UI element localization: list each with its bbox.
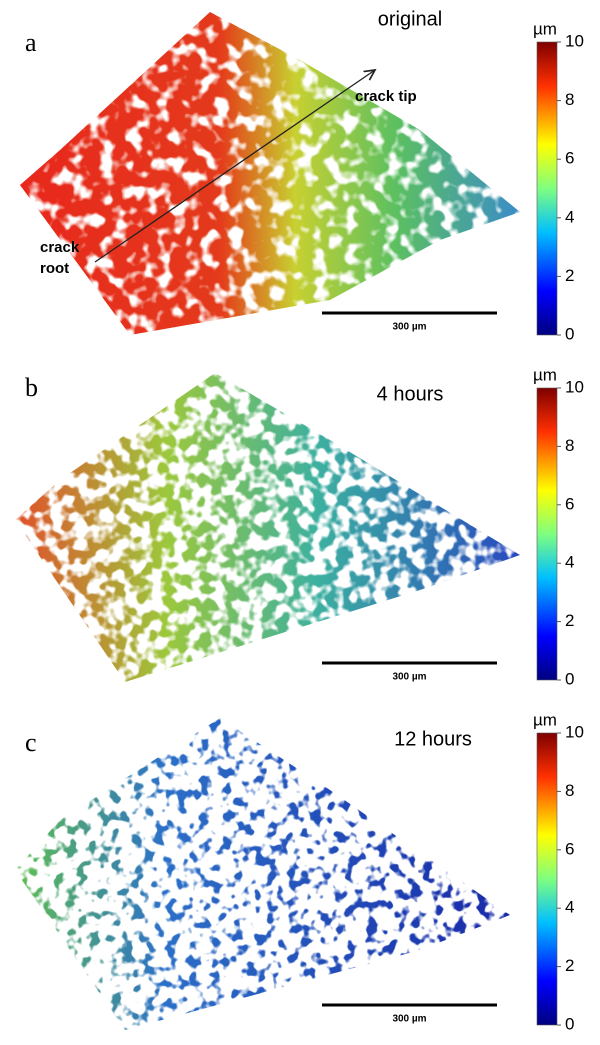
scale-bar-label: 300 µm: [392, 672, 426, 683]
colorbar-tick-label: 0: [565, 324, 574, 343]
panel-title: 12 hours: [394, 728, 472, 750]
colorbar-unit: µm: [533, 19, 557, 38]
annotation: root: [40, 260, 69, 277]
colorbar-tick-label: 4: [565, 553, 574, 572]
colorbar-tick-label: 6: [565, 839, 574, 858]
colorbar: [537, 42, 557, 335]
surface-map: [15, 373, 520, 682]
colorbar-tick-label: 10: [565, 31, 584, 50]
colorbar-tick-label: 4: [565, 207, 574, 226]
panel-label: c: [25, 728, 37, 757]
colorbar-unit: µm: [533, 710, 557, 729]
colorbar-tick-label: 0: [565, 669, 574, 688]
colorbar: [537, 733, 557, 1025]
colorbar-tick-label: 2: [565, 956, 574, 975]
scale-bar-label: 300 µm: [392, 322, 426, 333]
surface-map: [20, 12, 520, 335]
panel-title: 4 hours: [377, 383, 444, 405]
colorbar-tick-label: 10: [565, 377, 584, 396]
colorbar-unit: µm: [533, 365, 557, 384]
colorbar-tick-label: 2: [565, 266, 574, 285]
colorbar-tick-label: 8: [565, 781, 574, 800]
figure: a original µm 0 2 4 6 8 10 300 µm crack tip crack ro…: [0, 0, 600, 1045]
colorbar-tick-label: 2: [565, 611, 574, 630]
colorbar-tick-label: 6: [565, 494, 574, 513]
colorbar-tick-label: 10: [565, 722, 584, 741]
panel-label: b: [25, 373, 38, 402]
surface-map: [15, 718, 510, 1030]
colorbar: [537, 388, 557, 680]
panel-title: original: [378, 8, 442, 30]
panel-label: a: [25, 28, 37, 57]
colorbar-tick-label: 8: [565, 436, 574, 455]
annotation: crack tip: [355, 88, 417, 105]
colorbar-tick-label: 8: [565, 90, 574, 109]
colorbar-tick-label: 4: [565, 898, 574, 917]
scale-bar-label: 300 µm: [392, 1014, 426, 1025]
annotation: crack: [40, 239, 80, 256]
colorbar-tick-label: 6: [565, 149, 574, 168]
colorbar-tick-label: 0: [565, 1014, 574, 1033]
